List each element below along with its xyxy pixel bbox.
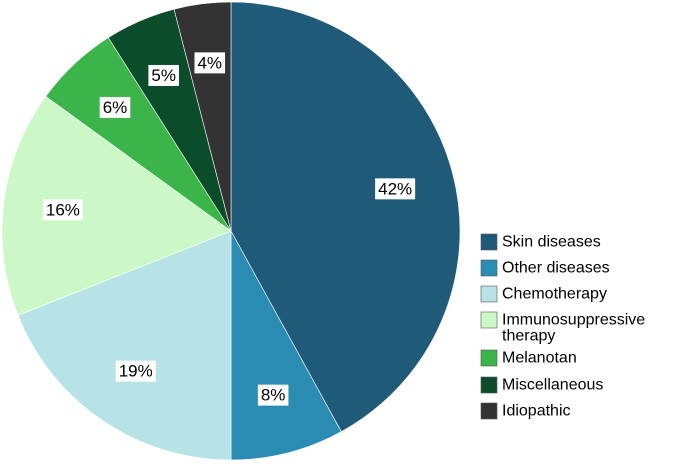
legend-swatch [480,349,498,367]
legend-item-chemotherapy: Chemotherapy [480,285,607,303]
data-label-miscellaneous: 5% [148,64,179,86]
legend-item-miscellaneous: Miscellaneous [480,376,603,394]
legend-swatch [480,402,498,420]
data-label-box [115,360,156,382]
legend-label: Chemotherapy [502,286,607,303]
pie-slice-chemotherapy [17,230,232,461]
legend-swatch [480,376,498,394]
data-label-text: 4% [197,53,222,72]
data-label-melanotan: 6% [99,96,131,118]
data-label-box [148,64,179,86]
data-label-box [99,96,131,118]
pie-slices [1,1,461,461]
legend-item-idiopathic: Idiopathic [480,402,571,420]
legend-swatch [480,311,498,329]
legend-label: Other diseases [502,260,610,277]
pie-slice-skin-diseases [230,1,461,433]
data-label-chemotherapy: 19% [115,360,156,382]
data-label-box [42,199,83,221]
data-label-text: 16% [46,200,80,219]
legend-label: Skin diseases [502,234,601,251]
legend-swatch [480,285,498,303]
data-label-text: 19% [119,362,153,381]
legend-label: therapy [502,328,555,345]
data-label-text: 6% [103,98,128,117]
data-label-text: 42% [378,179,412,198]
legend: Skin diseases Other diseases Chemotherapy I… [480,233,645,420]
data-label-idiopathic: 4% [194,52,226,74]
data-label-immunosuppressive-therapy: 16% [42,199,83,221]
pie-slice-immunosuppressive-therapy [1,95,232,316]
legend-label: Immunosuppressive [502,312,645,329]
legend-swatch [480,259,498,277]
legend-item-skin-diseases: Skin diseases [480,233,601,251]
data-label-text: 5% [151,66,176,85]
legend-swatch [480,233,498,251]
legend-label: Melanotan [502,350,577,367]
pie-data-labels: 42% 8% 19% 16% 6% 5% 4% [42,52,416,406]
legend-item-other-diseases: Other diseases [480,259,610,277]
data-label-box [257,384,289,406]
legend-label: Idiopathic [502,403,571,420]
data-label-text: 8% [261,386,286,405]
legend-label: Miscellaneous [502,377,603,394]
legend-item-melanotan: Melanotan [480,349,577,367]
data-label-skin-diseases: 42% [375,178,416,200]
data-label-box [375,178,416,200]
data-label-box [194,52,226,74]
data-label-other-diseases: 8% [257,384,289,406]
